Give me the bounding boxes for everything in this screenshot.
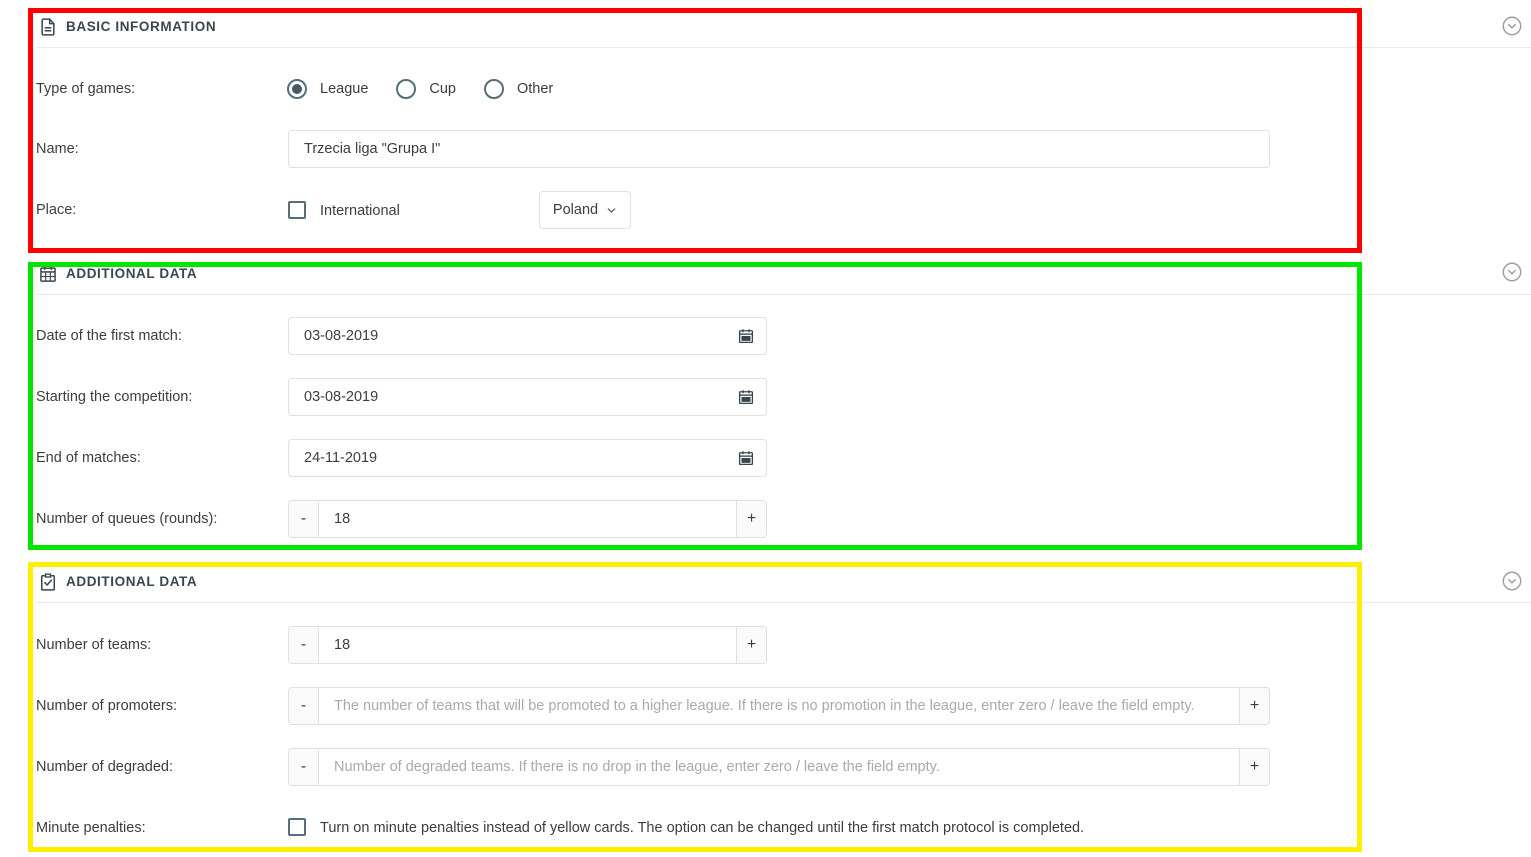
chevron-down-icon xyxy=(607,207,616,213)
end-of-matches-input[interactable] xyxy=(289,450,726,466)
number-of-promoters-label: Number of promoters: xyxy=(36,698,178,714)
decrement-button[interactable]: - xyxy=(289,749,319,785)
radio-option-cup[interactable]: Cup xyxy=(396,79,456,99)
country-select[interactable]: Poland xyxy=(539,191,631,229)
calendar-picker-icon[interactable] xyxy=(726,327,766,345)
end-of-matches-field xyxy=(288,439,767,477)
number-of-promoters-stepper: - + xyxy=(288,687,1270,725)
clipboard-check-icon xyxy=(41,573,55,591)
radio-cup-label: Cup xyxy=(429,81,456,97)
radio-other-label: Other xyxy=(517,81,554,97)
section-title-basic-information: BASIC INFORMATION xyxy=(66,19,217,34)
increment-button[interactable]: + xyxy=(1239,688,1269,724)
increment-button[interactable]: + xyxy=(1239,749,1269,785)
radio-other-icon[interactable] xyxy=(484,79,504,99)
date-first-match-label: Date of the first match: xyxy=(36,328,182,344)
name-label: Name: xyxy=(36,141,79,157)
date-first-match-field xyxy=(288,317,767,355)
section-divider xyxy=(36,47,1531,48)
minute-penalties-checkbox[interactable] xyxy=(288,818,306,836)
collapse-section-dates-icon[interactable] xyxy=(1501,261,1523,283)
increment-button[interactable]: + xyxy=(736,501,766,537)
number-of-queues-stepper: - + xyxy=(288,500,767,538)
collapse-section-basic-icon[interactable] xyxy=(1501,15,1523,37)
decrement-button[interactable]: - xyxy=(289,688,319,724)
collapse-section-teams-icon[interactable] xyxy=(1501,570,1523,592)
radio-option-league[interactable]: League xyxy=(287,79,368,99)
radio-cup-icon[interactable] xyxy=(396,79,417,99)
number-of-degraded-stepper: - + xyxy=(288,748,1270,786)
minute-penalties-label: Minute penalties: xyxy=(36,820,146,836)
end-of-matches-label: End of matches: xyxy=(36,450,141,466)
section-divider xyxy=(36,294,1531,295)
calendar-picker-icon[interactable] xyxy=(726,388,766,406)
country-select-value: Poland xyxy=(552,202,599,218)
number-of-teams-stepper: - + xyxy=(288,626,767,664)
section-divider xyxy=(36,602,1531,603)
number-of-degraded-input[interactable] xyxy=(319,749,1239,785)
starting-competition-label: Starting the competition: xyxy=(36,389,193,405)
international-checkbox-label[interactable]: International xyxy=(320,203,400,219)
section-title-additional-data-dates: ADDITIONAL DATA xyxy=(66,266,198,281)
increment-button[interactable]: + xyxy=(736,627,766,663)
number-of-promoters-input[interactable] xyxy=(319,688,1239,724)
calendar-picker-icon[interactable] xyxy=(726,449,766,467)
minute-penalties-description[interactable]: Turn on minute penalties instead of yell… xyxy=(320,820,1085,836)
number-of-degraded-label: Number of degraded: xyxy=(36,759,174,775)
date-first-match-input[interactable] xyxy=(289,328,726,344)
type-of-games-radio-group: League Cup Other xyxy=(287,79,581,99)
decrement-button[interactable]: - xyxy=(289,627,319,663)
type-of-games-label: Type of games: xyxy=(36,81,136,97)
international-checkbox[interactable] xyxy=(288,201,306,219)
number-of-queues-label: Number of queues (rounds): xyxy=(36,511,218,527)
radio-league-icon[interactable] xyxy=(287,79,307,99)
number-of-teams-label: Number of teams: xyxy=(36,637,152,653)
section-title-additional-data-teams: ADDITIONAL DATA xyxy=(66,574,198,589)
name-input[interactable] xyxy=(288,130,1270,168)
place-label: Place: xyxy=(36,202,77,218)
radio-option-other[interactable]: Other xyxy=(484,79,553,99)
number-of-teams-input[interactable] xyxy=(319,627,736,663)
decrement-button[interactable]: - xyxy=(289,501,319,537)
radio-league-label: League xyxy=(320,81,369,97)
calendar-icon xyxy=(40,266,56,282)
document-icon xyxy=(41,18,55,36)
number-of-queues-input[interactable] xyxy=(319,501,736,537)
starting-competition-field xyxy=(288,378,767,416)
starting-competition-input[interactable] xyxy=(289,389,726,405)
